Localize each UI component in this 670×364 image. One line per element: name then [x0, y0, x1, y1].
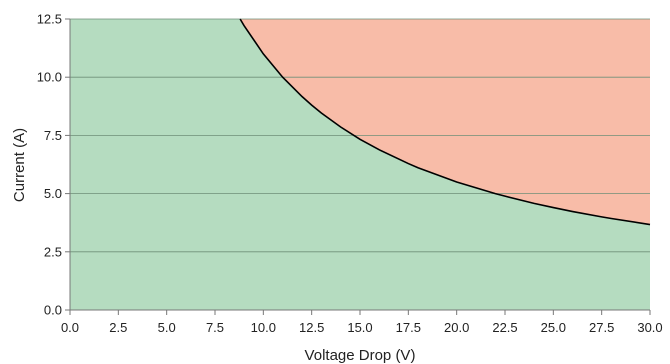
x-tick-label: 2.5 — [109, 320, 127, 335]
over-limit-region — [240, 19, 650, 225]
x-tick-label: 0.0 — [61, 320, 79, 335]
x-tick-label: 30.0 — [637, 320, 662, 335]
x-tick-label: 7.5 — [206, 320, 224, 335]
y-tick-label: 10.0 — [37, 70, 62, 85]
y-tick-label: 12.5 — [37, 12, 62, 27]
x-tick-label: 15.0 — [347, 320, 372, 335]
x-tick-label: 27.5 — [589, 320, 614, 335]
y-tick-label: 5.0 — [44, 186, 62, 201]
y-tick-label: 2.5 — [44, 244, 62, 259]
x-tick-label: 5.0 — [158, 320, 176, 335]
gridlines — [70, 18, 650, 253]
x-tick-label: 20.0 — [444, 320, 469, 335]
x-tick-label: 10.0 — [251, 320, 276, 335]
x-tick-label: 22.5 — [492, 320, 517, 335]
y-tick-label: 7.5 — [44, 128, 62, 143]
y-axis-label: Current (A) — [11, 128, 28, 202]
y-tick-labels: 0.0 2.5 5.0 7.5 10.0 12.5 — [37, 12, 70, 318]
x-tick-label: 17.5 — [396, 320, 421, 335]
x-tick-labels: 0.0 2.5 5.0 7.5 10.0 12.5 15.0 17.5 20.0 22.5 25.0… — [61, 310, 663, 335]
limit-curve — [239, 18, 651, 226]
y-tick-label: 0.0 — [44, 303, 62, 318]
x-axis-label: Voltage Drop (V) — [305, 347, 416, 364]
x-tick-label: 12.5 — [299, 320, 324, 335]
x-tick-label: 25.0 — [541, 320, 566, 335]
